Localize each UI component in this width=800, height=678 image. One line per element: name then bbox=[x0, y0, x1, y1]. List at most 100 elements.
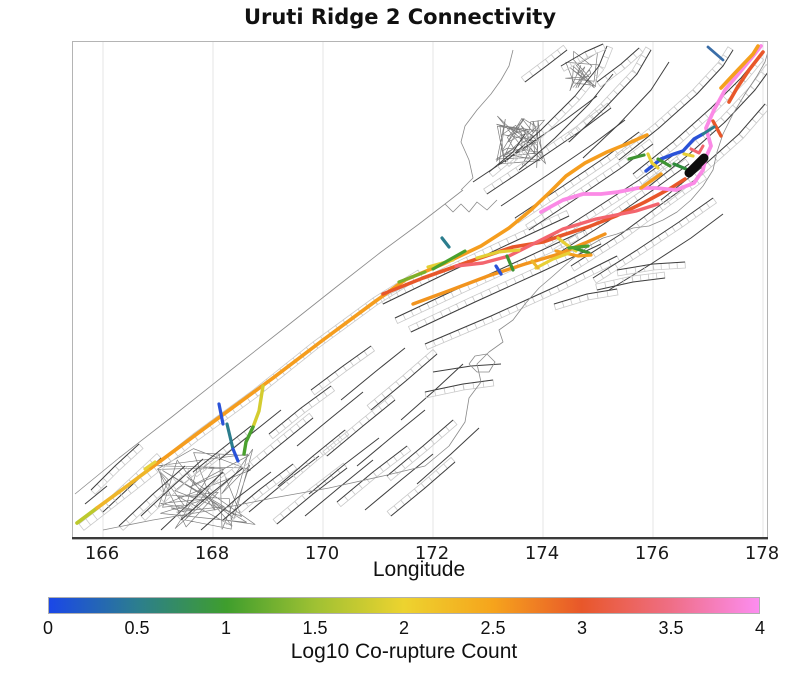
fault-sections bbox=[222, 463, 298, 526]
rupture-line bbox=[672, 162, 688, 171]
scribble-cluster bbox=[156, 448, 256, 530]
coastline bbox=[74, 189, 464, 495]
fault-trace bbox=[560, 43, 604, 67]
rupture-line bbox=[403, 133, 649, 282]
fault-sections bbox=[560, 43, 606, 72]
fault-sections bbox=[564, 46, 652, 143]
x-tick-label: 172 bbox=[414, 543, 450, 564]
colorbar-tick-label: 1 bbox=[220, 618, 232, 638]
rupture-line bbox=[567, 244, 590, 250]
fault-trace bbox=[248, 455, 320, 513]
coastline bbox=[468, 353, 496, 373]
fault-trace bbox=[268, 385, 332, 435]
fault-sections bbox=[268, 385, 336, 440]
fault-sections bbox=[514, 131, 644, 224]
fault-trace bbox=[276, 467, 348, 525]
chart-title: Uruti Ridge 2 Connectivity bbox=[243, 5, 557, 29]
fault-trace bbox=[472, 95, 598, 183]
x-tick-label: 178 bbox=[744, 543, 780, 564]
fault-trace bbox=[518, 73, 614, 171]
rupture-line bbox=[475, 248, 521, 260]
colorbar-tick-label: 1.5 bbox=[302, 618, 328, 638]
rupture-line bbox=[719, 44, 760, 90]
fault-trace bbox=[118, 465, 186, 527]
fault-sections bbox=[616, 261, 686, 277]
fault-sections bbox=[386, 456, 456, 517]
fault-sections bbox=[242, 412, 314, 473]
scribble-cluster bbox=[565, 50, 600, 92]
fault-trace bbox=[326, 399, 396, 457]
colorbar-tick-label: 2.5 bbox=[480, 618, 506, 638]
colorbar-title: Log10 Co-rupture Count bbox=[290, 640, 518, 663]
fault-trace bbox=[364, 453, 434, 511]
fault-sections bbox=[336, 445, 412, 508]
x-tick-label: 176 bbox=[634, 543, 670, 564]
rupture-line bbox=[539, 44, 763, 214]
rupture-line bbox=[554, 249, 593, 258]
rupture-line bbox=[706, 45, 725, 62]
rupture-line bbox=[494, 264, 503, 276]
rupture-line bbox=[534, 251, 571, 270]
fault-sections bbox=[310, 345, 376, 396]
fault-sections bbox=[140, 458, 208, 521]
fault-trace bbox=[336, 445, 408, 503]
rupture-line bbox=[689, 144, 705, 155]
colorbar-tick-label: 0.5 bbox=[124, 618, 150, 638]
coastline bbox=[444, 199, 498, 213]
fault-sections bbox=[553, 288, 619, 311]
fault-trace bbox=[616, 261, 686, 271]
fault-trace bbox=[424, 379, 494, 393]
rupture-line bbox=[682, 152, 695, 158]
fault-sections bbox=[366, 348, 438, 411]
rupture-line bbox=[454, 202, 660, 268]
rupture-line bbox=[75, 506, 99, 525]
highlight-segment bbox=[684, 153, 709, 178]
fault-trace bbox=[308, 437, 380, 495]
coastline bbox=[602, 185, 704, 239]
rupture-line bbox=[639, 172, 663, 190]
fault-sections bbox=[176, 462, 244, 521]
colorbar-tick-label: 2 bbox=[398, 618, 410, 638]
rupture-line bbox=[627, 153, 646, 161]
fault-trace bbox=[356, 409, 426, 467]
fault-sections bbox=[520, 44, 568, 83]
rupture-line bbox=[727, 50, 765, 104]
fault-trace bbox=[90, 443, 140, 491]
fault-trace bbox=[582, 61, 670, 159]
fault-trace bbox=[424, 255, 618, 345]
fault-trace bbox=[646, 72, 767, 189]
rupture-line bbox=[656, 157, 672, 168]
x-axis-title: Longitude bbox=[372, 558, 466, 581]
colorbar-tick-label: 3.5 bbox=[658, 618, 684, 638]
fault-trace bbox=[504, 45, 608, 163]
fault-trace bbox=[486, 107, 612, 195]
rupture-line bbox=[530, 259, 540, 270]
fault-sections bbox=[424, 379, 495, 399]
rupture-line bbox=[149, 278, 407, 470]
rupture-line bbox=[231, 447, 240, 463]
fault-trace bbox=[386, 419, 454, 477]
rupture-line bbox=[431, 249, 467, 271]
rupture-line bbox=[701, 125, 716, 136]
x-tick-label: 170 bbox=[304, 543, 340, 564]
rupture-line bbox=[397, 270, 427, 284]
rupture-line bbox=[251, 384, 265, 429]
rupture-line bbox=[411, 232, 607, 306]
fault-trace bbox=[370, 353, 438, 411]
fault-sections bbox=[595, 271, 666, 291]
fault-trace bbox=[553, 288, 618, 305]
fault-trace bbox=[410, 243, 602, 333]
coastline bbox=[102, 237, 604, 531]
plot-area bbox=[72, 41, 768, 540]
fault-sections bbox=[525, 138, 654, 231]
fault-trace bbox=[390, 461, 456, 517]
fault-trace bbox=[488, 133, 526, 173]
rupture-line bbox=[95, 466, 153, 510]
fault-sections bbox=[277, 429, 350, 492]
rupture-line bbox=[646, 152, 660, 170]
coastline bbox=[702, 53, 767, 187]
rupture-line bbox=[440, 236, 451, 249]
fault-trace bbox=[608, 213, 724, 291]
fault-sections bbox=[272, 462, 348, 525]
